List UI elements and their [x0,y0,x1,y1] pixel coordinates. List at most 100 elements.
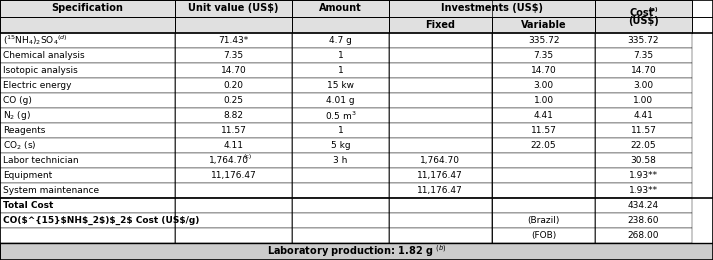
Bar [175,228,292,243]
Text: 1.93**: 1.93** [629,171,658,180]
Bar [175,183,292,198]
Bar [175,198,292,213]
Bar [595,213,692,228]
Bar [0,108,175,123]
Bar [292,213,389,228]
Bar [595,198,692,213]
Bar [0,138,175,153]
Bar [389,0,595,16]
Text: Specification: Specification [51,3,123,13]
Bar [292,198,389,213]
Text: 7.35: 7.35 [633,51,654,60]
Bar [0,213,175,228]
Bar [595,0,692,33]
Bar [0,16,175,33]
Text: 71.43*: 71.43* [218,36,249,45]
Text: 238.60: 238.60 [627,216,660,225]
Text: Laboratory production: 1.82 g $^{(b)}$: Laboratory production: 1.82 g $^{(b)}$ [267,243,446,259]
Bar [175,48,292,63]
Bar [389,198,492,213]
Bar [595,183,692,198]
Text: 4.41: 4.41 [534,111,553,120]
Bar [492,33,595,48]
Bar [595,63,692,78]
Bar [595,48,692,63]
Text: Equipment: Equipment [3,171,52,180]
Bar [389,48,492,63]
Text: 0.25: 0.25 [223,96,244,105]
Text: 14.70: 14.70 [220,66,247,75]
Bar [175,16,292,33]
Bar [492,63,595,78]
Text: Variable: Variable [521,20,566,30]
Text: 0.20: 0.20 [223,81,244,90]
Text: 8.82: 8.82 [223,111,244,120]
Bar [292,63,389,78]
Bar [492,16,595,33]
Text: 15 kw: 15 kw [327,81,354,90]
Text: 11.57: 11.57 [630,126,657,135]
Text: (Brazil): (Brazil) [528,216,560,225]
Bar [492,123,595,138]
Bar [0,198,175,213]
Text: 335.72: 335.72 [528,36,560,45]
Bar [389,78,492,93]
Bar [389,33,492,48]
Bar [389,63,492,78]
Bar [389,108,492,123]
Text: 1.93**: 1.93** [629,186,658,195]
Text: 4.01 g: 4.01 g [326,96,355,105]
Bar [175,93,292,108]
Bar [595,78,692,93]
Bar [292,153,389,168]
Bar [175,123,292,138]
Text: CO($^{15}$NH$_2$)$_2$ Cost (US$/g): CO($^{15}$NH$_2$)$_2$ Cost (US$/g) [3,216,200,225]
Bar [492,168,595,183]
Text: (a): (a) [649,7,658,12]
Bar [492,48,595,63]
Bar [292,48,389,63]
Bar [175,63,292,78]
Bar [595,123,692,138]
Text: (US$): (US$) [628,16,659,25]
Text: Amount: Amount [319,3,361,13]
Bar [175,213,292,228]
Bar [595,168,692,183]
Text: 14.70: 14.70 [630,66,657,75]
Bar [389,213,492,228]
Text: 268.00: 268.00 [627,231,660,240]
Text: System maintenance: System maintenance [3,186,99,195]
Text: 1: 1 [337,126,344,135]
Text: 5 kg: 5 kg [331,141,350,150]
Bar [389,228,492,243]
Text: 30.58: 30.58 [630,156,657,165]
Text: 335.72: 335.72 [627,36,660,45]
Bar [0,153,175,168]
Text: 0.5 m$^3$: 0.5 m$^3$ [324,109,356,122]
Bar [292,183,389,198]
Text: Chemical analysis: Chemical analysis [3,51,85,60]
Text: 7.35: 7.35 [223,51,244,60]
Bar [595,153,692,168]
Bar [0,183,175,198]
Text: 3 h: 3 h [333,156,348,165]
Text: Fixed: Fixed [425,20,456,30]
Bar [292,168,389,183]
Bar [292,138,389,153]
Bar [0,48,175,63]
Text: 3.00: 3.00 [533,81,554,90]
Bar [292,33,389,48]
Bar [292,0,389,16]
Bar [492,93,595,108]
Text: Isotopic analysis: Isotopic analysis [3,66,78,75]
Text: (c): (c) [243,154,252,159]
Bar [0,123,175,138]
Bar [175,33,292,48]
Bar [595,33,692,48]
Text: CO (g): CO (g) [3,96,32,105]
Bar [595,108,692,123]
Text: 4.11: 4.11 [223,141,244,150]
Bar [292,108,389,123]
Text: 1: 1 [337,51,344,60]
Text: Investments (US$): Investments (US$) [441,3,543,13]
